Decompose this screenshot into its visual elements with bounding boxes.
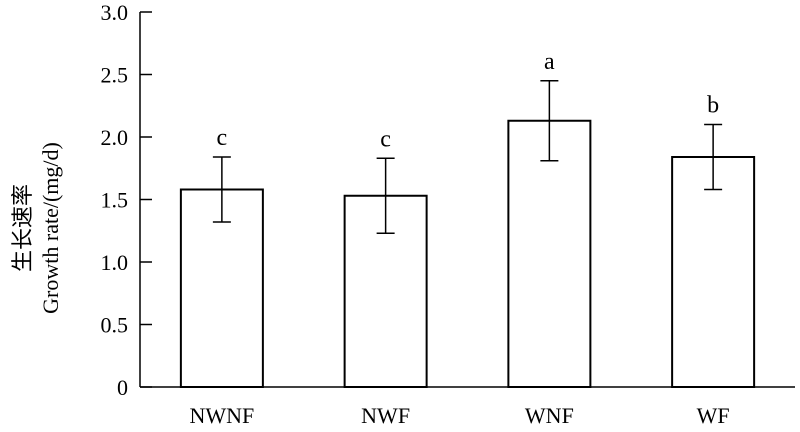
x-tick-label: NWF	[361, 403, 410, 428]
bar-wnf	[507, 119, 592, 388]
significance-labels: c c a b	[217, 49, 720, 153]
y-tick-label: 3.0	[101, 0, 129, 25]
y-axis-title-en: Growth rate/(mg/d)	[38, 142, 63, 314]
x-tick-labels: NWNF NWF WNF WF	[189, 403, 729, 428]
y-tick-label: 0	[117, 375, 128, 400]
significance-label: c	[380, 126, 391, 152]
x-tick-label: NWNF	[189, 403, 254, 428]
significance-label: c	[217, 125, 228, 151]
y-tick-label: 2.0	[101, 125, 129, 150]
x-tick-label: WF	[697, 403, 730, 428]
x-tick-label: WNF	[525, 403, 574, 428]
y-axis-title: 生长速率 Growth rate/(mg/d)	[11, 142, 63, 314]
significance-label: a	[544, 49, 555, 75]
y-tick-label: 1.5	[101, 188, 129, 213]
y-axis-title-cn: 生长速率	[11, 184, 36, 272]
y-ticks: 0 0.5 1.0 1.5 2.0 2.5 3.0	[101, 0, 152, 400]
bars	[179, 119, 756, 388]
y-tick-label: 0.5	[101, 313, 129, 338]
error-bars	[212, 80, 723, 234]
significance-label: b	[707, 93, 719, 119]
y-tick-label: 1.0	[101, 250, 129, 275]
bar-wf	[671, 156, 756, 388]
y-tick-label: 2.5	[101, 63, 129, 88]
